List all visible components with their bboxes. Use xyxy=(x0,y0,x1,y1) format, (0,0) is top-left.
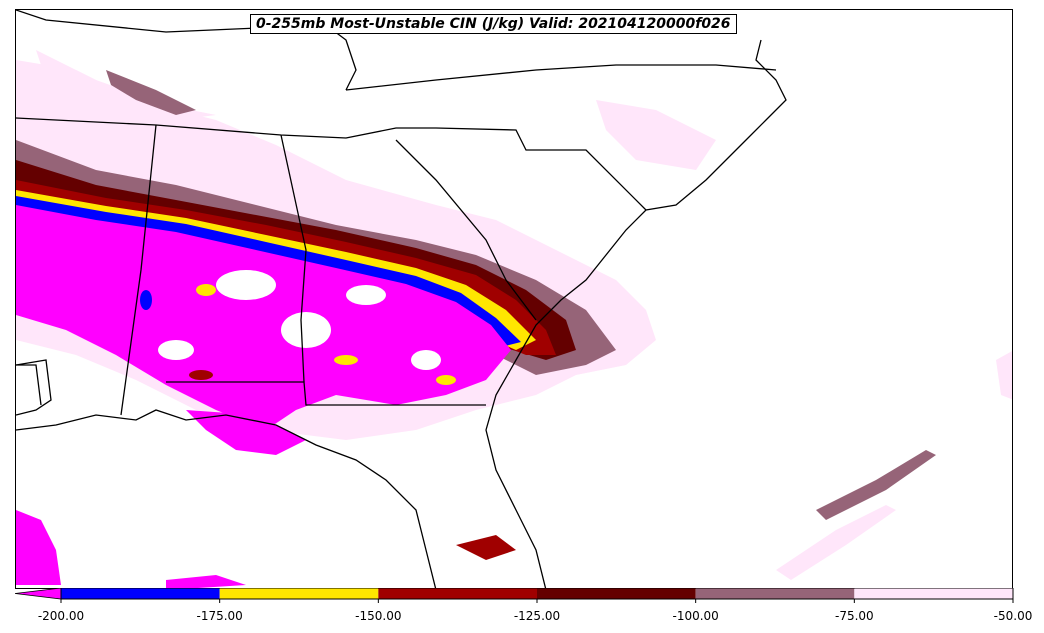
colorbar-bin xyxy=(854,588,1013,599)
cin-contour-mauve-nw xyxy=(106,70,196,115)
colorbar-bin xyxy=(61,588,220,599)
border-al-ga xyxy=(280,134,307,383)
colorbar-tick-label: -150.00 xyxy=(355,609,402,623)
colorbar-tick-label: -75.00 xyxy=(834,609,874,623)
cin-spot-yellow xyxy=(334,355,358,365)
border-ga-fl xyxy=(166,381,486,406)
cin-contour-pink-ne xyxy=(596,100,716,170)
colorbar xyxy=(15,588,1014,603)
colorbar-bins xyxy=(61,588,1013,599)
cin-spot-yellow xyxy=(196,284,216,296)
border-ms-al xyxy=(120,124,157,416)
cin-field-map xyxy=(16,10,1012,588)
cin-shading xyxy=(16,50,1012,588)
cin-hole xyxy=(281,312,331,348)
border-tn-south xyxy=(16,117,436,139)
cin-contour-red-south xyxy=(456,535,516,560)
map-panel xyxy=(15,9,1013,589)
cin-spot-yellow xyxy=(436,375,456,385)
colorbar-tick-label: -175.00 xyxy=(196,609,243,623)
border-ms-la xyxy=(16,364,42,406)
cin-contour-magenta-south xyxy=(166,575,246,588)
cin-spot-blue xyxy=(140,290,152,310)
colorbar-tick-label: -100.00 xyxy=(672,609,719,623)
cin-contour-magenta-gulf xyxy=(186,410,306,455)
colorbar-tick-label: -200.00 xyxy=(37,609,85,623)
colorbar-tick-label: -50.00 xyxy=(993,609,1033,623)
cin-contour-pink-far-e xyxy=(996,351,1012,400)
coastline-gulf xyxy=(16,359,437,588)
cin-contour-pink-se xyxy=(776,505,896,580)
cin-contour-magenta xyxy=(16,205,511,430)
colorbar-bin xyxy=(695,588,855,599)
coastline-atlantic xyxy=(485,39,787,588)
colorbar-bin xyxy=(537,588,696,599)
cin-hole xyxy=(216,270,276,300)
cin-spot-red xyxy=(189,370,213,380)
cin-contour-pink-north xyxy=(36,50,216,120)
plot-title: 0-255mb Most-Unstable CIN (J/kg) Valid: … xyxy=(250,14,737,34)
border-va-nc xyxy=(345,64,777,91)
cin-contour-mauve-se xyxy=(816,450,936,520)
cin-contour-magenta-sw xyxy=(16,510,61,585)
cin-hole xyxy=(158,340,194,360)
cin-hole xyxy=(411,350,441,370)
colorbar-bin xyxy=(378,588,537,599)
colorbar-under-extension xyxy=(15,588,62,600)
colorbar-tick-label: -125.00 xyxy=(513,609,561,623)
colorbar-bin xyxy=(219,588,379,599)
cin-hole xyxy=(346,285,386,305)
political-borders xyxy=(16,10,787,588)
colorbar-ticks xyxy=(60,599,1014,603)
border-nc-sc xyxy=(435,127,647,211)
border-ga-sc xyxy=(395,139,537,321)
